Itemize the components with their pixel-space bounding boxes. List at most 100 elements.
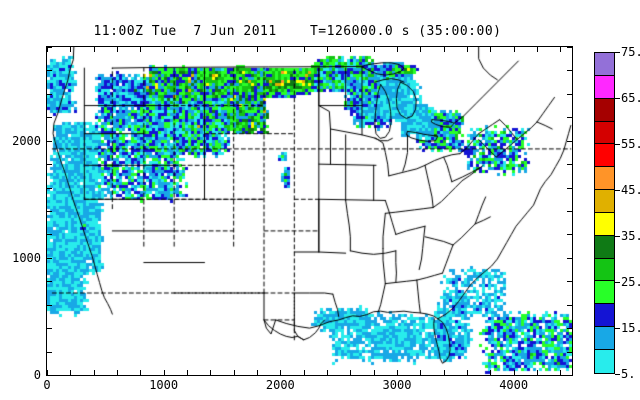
- y-axis-minor-tick: [47, 47, 52, 48]
- colorbar-segment: [595, 327, 614, 350]
- plot-area: [46, 46, 573, 376]
- x-axis-minor-tick: [117, 370, 118, 375]
- x-axis-minor-tick: [70, 47, 71, 52]
- x-axis-minor-tick: [140, 47, 141, 52]
- y-axis-minor-tick: [47, 258, 52, 259]
- colorbar-tick-label: 5.: [621, 367, 636, 381]
- y-axis-minor-tick: [567, 141, 572, 142]
- x-axis-tick-label: 2000: [265, 378, 295, 392]
- x-axis-minor-tick: [374, 370, 375, 375]
- x-axis-minor-tick: [94, 47, 95, 52]
- y-axis-minor-tick: [47, 164, 52, 165]
- x-axis-minor-tick: [257, 370, 258, 375]
- colorbar-tick: [615, 144, 620, 145]
- colorbar-tick: [615, 328, 620, 329]
- y-axis-minor-tick: [567, 234, 572, 235]
- x-axis-minor-tick: [304, 370, 305, 375]
- x-axis-minor-tick: [467, 370, 468, 375]
- x-axis-minor-tick: [444, 370, 445, 375]
- y-axis-minor-tick: [567, 328, 572, 329]
- x-axis-minor-tick: [187, 370, 188, 375]
- colorbar-tick: [615, 282, 620, 283]
- colorbar-tick-label: 65.: [621, 91, 640, 105]
- x-axis-minor-tick: [257, 47, 258, 52]
- reflectivity-field-canvas: [47, 47, 572, 375]
- x-axis-minor-tick: [210, 47, 211, 52]
- colorbar-tick: [615, 236, 620, 237]
- colorbar-tick: [615, 190, 620, 191]
- colorbar-tick: [615, 52, 620, 53]
- colorbar-tick: [615, 98, 620, 99]
- y-axis-minor-tick: [47, 234, 52, 235]
- y-axis-minor-tick: [567, 352, 572, 353]
- colorbar-tick-label: 15.: [621, 321, 640, 335]
- y-axis-minor-tick: [567, 70, 572, 71]
- y-axis-minor-tick: [47, 328, 52, 329]
- colorbar-segment: [595, 349, 614, 373]
- x-axis-minor-tick: [514, 370, 515, 375]
- colorbar-tick: [615, 374, 620, 375]
- y-axis-minor-tick: [567, 94, 572, 95]
- y-axis-minor-tick: [47, 188, 52, 189]
- x-axis-tick-label: 3000: [382, 378, 412, 392]
- x-axis-minor-tick: [210, 370, 211, 375]
- x-axis-minor-tick: [94, 370, 95, 375]
- y-axis-minor-tick: [47, 94, 52, 95]
- y-axis-minor-tick: [567, 281, 572, 282]
- x-axis-minor-tick: [47, 47, 48, 52]
- x-axis-minor-tick: [117, 47, 118, 52]
- x-axis-tick-label: 4000: [499, 378, 529, 392]
- x-axis-minor-tick: [560, 370, 561, 375]
- x-axis-minor-tick: [537, 47, 538, 52]
- x-axis-minor-tick: [420, 47, 421, 52]
- y-axis-minor-tick: [567, 375, 572, 376]
- y-axis-minor-tick: [47, 281, 52, 282]
- colorbar-tick-label: 55.: [621, 137, 640, 151]
- x-axis-minor-tick: [70, 370, 71, 375]
- y-axis-minor-tick: [47, 305, 52, 306]
- y-axis-minor-tick: [567, 211, 572, 212]
- colorbar-segment: [595, 98, 614, 122]
- x-axis-minor-tick: [164, 370, 165, 375]
- y-axis-minor-tick: [567, 305, 572, 306]
- y-axis-minor-tick: [567, 164, 572, 165]
- x-axis-minor-tick: [420, 370, 421, 375]
- x-axis-minor-tick: [164, 47, 165, 52]
- colorbar-segment: [595, 304, 614, 328]
- y-axis-minor-tick: [567, 188, 572, 189]
- colorbar-segment: [595, 167, 614, 191]
- x-axis-minor-tick: [187, 47, 188, 52]
- colorbar-segment: [595, 121, 614, 145]
- x-axis-minor-tick: [537, 370, 538, 375]
- x-axis-tick-label: 1000: [149, 378, 179, 392]
- colorbar-segment: [595, 212, 614, 236]
- y-axis-minor-tick: [47, 117, 52, 118]
- x-axis-minor-tick: [234, 47, 235, 52]
- y-axis-minor-tick: [567, 47, 572, 48]
- plot-title: 11:00Z Tue 7 Jun 2011 T=126000.0 s (35:0…: [93, 24, 502, 39]
- y-axis-tick-label: 0: [33, 368, 41, 382]
- y-axis-minor-tick: [567, 117, 572, 118]
- colorbar-tick-label: 75.: [621, 45, 640, 59]
- colorbar-segment: [595, 144, 614, 168]
- x-axis-minor-tick: [350, 47, 351, 52]
- colorbar-tick-label: 35.: [621, 229, 640, 243]
- x-axis-minor-tick: [514, 47, 515, 52]
- colorbar-tick-label: 45.: [621, 183, 640, 197]
- y-axis-minor-tick: [567, 258, 572, 259]
- x-axis-minor-tick: [304, 47, 305, 52]
- colorbar-tick-label: 25.: [621, 275, 640, 289]
- x-axis-minor-tick: [490, 370, 491, 375]
- x-axis-minor-tick: [327, 47, 328, 52]
- x-axis-minor-tick: [280, 370, 281, 375]
- x-axis-minor-tick: [467, 47, 468, 52]
- y-axis-minor-tick: [47, 70, 52, 71]
- x-axis-minor-tick: [234, 370, 235, 375]
- colorbar-segment: [595, 190, 614, 213]
- x-axis-minor-tick: [47, 370, 48, 375]
- y-axis-tick-label: 1000: [12, 250, 41, 265]
- x-axis-minor-tick: [140, 370, 141, 375]
- x-axis-minor-tick: [490, 47, 491, 52]
- y-axis-minor-tick: [47, 141, 52, 142]
